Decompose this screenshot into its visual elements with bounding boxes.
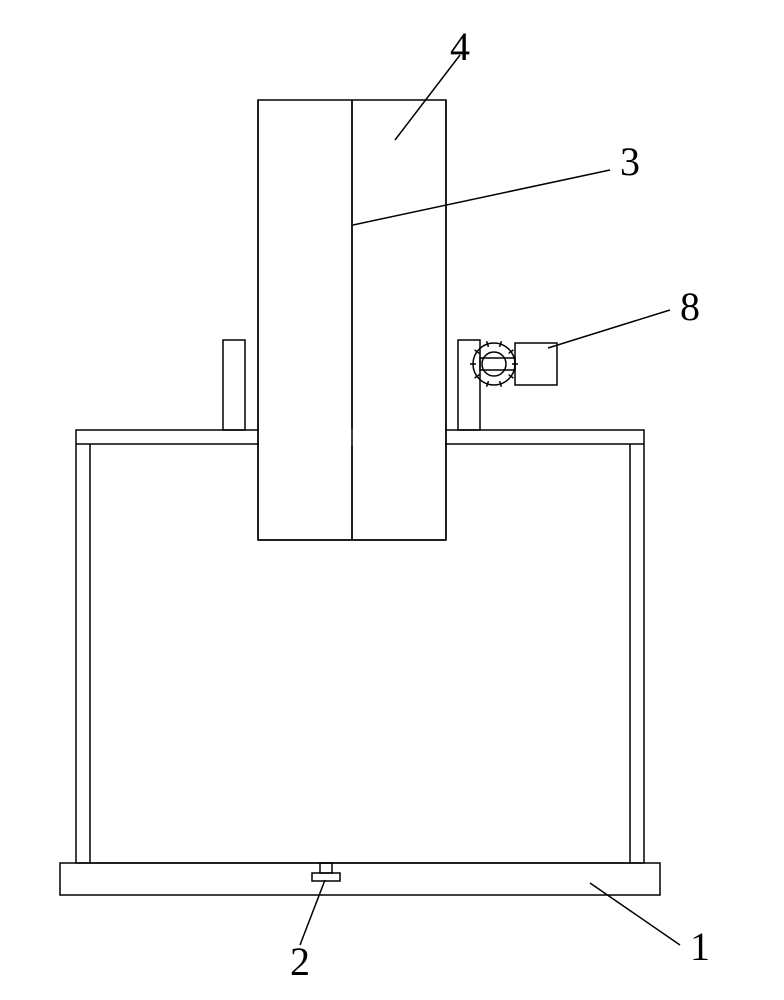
motor-shaft <box>480 358 515 370</box>
label-3: 3 <box>620 139 640 184</box>
base-tray <box>60 863 660 895</box>
gear-tooth <box>487 341 489 347</box>
leader-8 <box>548 310 670 348</box>
label-4: 4 <box>450 24 470 69</box>
gear-tooth <box>487 381 489 387</box>
label-8: 8 <box>680 284 700 329</box>
drain-stem <box>320 863 332 873</box>
motor-body <box>515 343 557 385</box>
left-bracket <box>223 340 245 430</box>
gear <box>470 341 518 387</box>
leader-2 <box>300 880 325 945</box>
gear-tooth <box>500 381 502 387</box>
gear-tooth <box>500 341 502 347</box>
right-bracket <box>458 340 480 430</box>
label-2: 2 <box>290 939 310 984</box>
drain-cap <box>312 873 340 881</box>
leader-1 <box>590 883 680 945</box>
label-1: 1 <box>690 924 710 969</box>
gear-hub <box>482 352 506 376</box>
main-box <box>76 430 644 863</box>
leader-3 <box>353 170 610 225</box>
